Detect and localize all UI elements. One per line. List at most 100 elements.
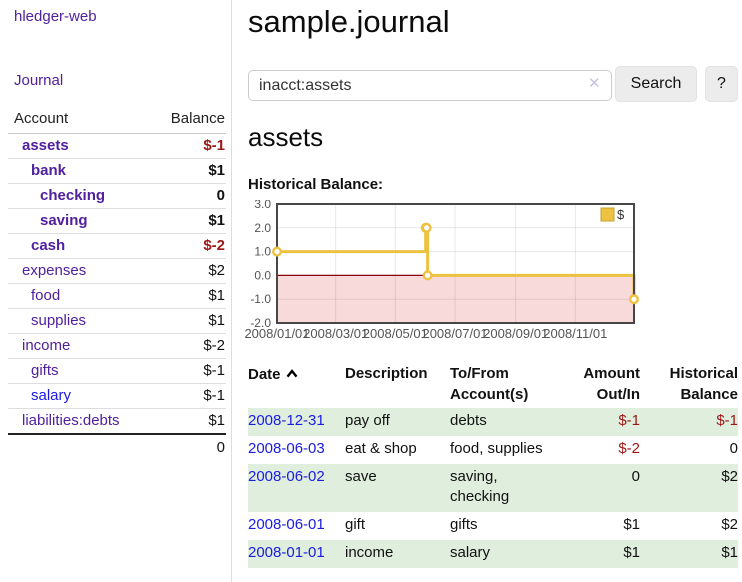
app-brand-link[interactable]: hledger-web [14,8,97,25]
transaction-date-link[interactable]: 2008-12-31 [248,412,325,430]
register-header-accounts: To/From Account(s) [450,365,529,403]
sort-ascending-icon [286,364,298,385]
transaction-balance: $-1 [716,412,738,430]
account-balance: $-2 [138,233,226,259]
historical-balance-chart: $3.0 2.0 1.0 0.0 -1.0 -2.0 2008/01/01 2008/03/0… [240,197,742,348]
accounts-total-row: 0 [8,433,226,460]
account-balance: $2 [138,258,226,284]
account-row: expenses $2 [8,258,226,284]
account-link[interactable]: liabilities:debts [22,412,120,429]
account-link[interactable]: cash [31,237,66,254]
svg-text:2008/11/01: 2008/11/01 [543,326,607,341]
account-row: salary $-1 [8,383,226,409]
account-balance: $-1 [138,133,226,159]
transaction-accounts: food, supplies [450,440,543,458]
page-title: sample.journal [248,4,450,39]
account-row: food $1 [8,283,226,309]
register-row: 2008-06-01 gift gifts $1 $2 [248,512,738,540]
account-balance: $1 [138,408,226,435]
account-link[interactable]: saving [40,212,88,229]
transaction-amount: $-2 [618,440,640,458]
transaction-date-link[interactable]: 2008-06-02 [248,467,325,485]
account-row: supplies $1 [8,308,226,334]
register-table: Date Description To/From Account(s) Amou… [248,362,738,568]
search-button[interactable]: Search [615,66,697,102]
svg-text:0.0: 0.0 [254,268,271,282]
account-balance: $-1 [138,383,226,409]
transaction-balance: 0 [729,440,738,458]
transaction-accounts: salary [450,543,491,561]
sidebar: hledger-web Journal Account Balance asse… [0,0,232,582]
account-link[interactable]: income [22,337,71,354]
chart-title: Historical Balance: [248,176,384,193]
account-balance: $1 [138,283,226,309]
account-link[interactable]: supplies [31,312,87,329]
transaction-accounts: debts [450,412,487,430]
svg-text:-2.0: -2.0 [250,316,271,330]
accounts-total-value: 0 [138,433,226,460]
account-link[interactable]: expenses [22,262,87,279]
accounts-table: Account Balance assets $-1 bank $1 checking 0… [8,106,226,460]
svg-text:$: $ [617,207,625,222]
register-header-amount: Amount Out/In [583,365,640,403]
account-link[interactable]: assets [22,137,69,154]
account-link[interactable]: bank [31,162,67,179]
svg-text:-1.0: -1.0 [250,292,271,306]
transaction-description: save [345,467,377,485]
accounts-tbody: assets $-1 bank $1 checking 0 saving $1 cash $-2 e… [8,133,226,435]
chart-canvas: $3.0 2.0 1.0 0.0 -1.0 -2.02008/01/012008/03/0… [244,197,640,341]
svg-text:1.0: 1.0 [254,245,271,259]
transaction-amount: 0 [631,467,640,485]
transaction-balance: $1 [721,543,738,561]
account-link[interactable]: checking [40,187,106,204]
svg-text:2008/05/01: 2008/05/01 [363,326,428,341]
transaction-amount: $1 [623,543,640,561]
svg-text:3.0: 3.0 [254,200,271,211]
transaction-balance: $2 [721,516,738,534]
account-row: income $-2 [8,333,226,359]
account-title: assets [248,122,324,152]
account-row: liabilities:debts $1 [8,408,226,435]
transaction-date-link[interactable]: 2008-01-01 [248,543,325,561]
svg-text:2.0: 2.0 [254,221,271,235]
sidebar-item-journal[interactable]: Journal [14,72,64,89]
account-balance: $1 [138,308,226,334]
transaction-accounts: gifts [450,516,478,534]
account-row: checking 0 [8,183,226,209]
svg-text:2008/09/01: 2008/09/01 [483,326,548,341]
register-tbody: 2008-12-31 pay off debts $-1 $-1 2008-06-03 ea… [248,408,738,568]
register-row: 2008-06-03 eat & shop food, supplies $-2 0 [248,436,738,464]
accounts-header-account: Account [8,106,138,134]
register-header-balance: Historical Balance [669,365,738,403]
account-row: assets $-1 [8,133,226,159]
register-row: 2008-06-02 save saving, checking 0 $2 [248,463,738,513]
account-row: gifts $-1 [8,358,226,384]
transaction-date-link[interactable]: 2008-06-01 [248,516,325,534]
account-link[interactable]: salary [31,387,72,404]
svg-text:2008/01/01: 2008/01/01 [244,326,309,341]
svg-text:2008/07/01: 2008/07/01 [422,326,487,341]
account-balance: $1 [138,158,226,184]
transaction-date-link[interactable]: 2008-06-03 [248,440,325,458]
register-row: 2008-01-01 income salary $1 $1 [248,539,738,568]
search-input[interactable] [248,70,612,101]
register-row: 2008-12-31 pay off debts $-1 $-1 [248,408,738,437]
accounts-header-balance: Balance [138,106,226,134]
clear-search-icon[interactable]: ✕ [588,75,601,92]
register-header-description: Description [345,365,428,382]
account-link[interactable]: gifts [31,362,59,379]
transaction-description: income [345,543,394,561]
transaction-amount: $1 [623,516,640,534]
transaction-description: gift [345,516,366,534]
svg-text:2008/03/01: 2008/03/01 [303,326,368,341]
transaction-accounts: saving, checking [450,467,510,506]
register-header-date[interactable]: Date [248,362,345,408]
account-link[interactable]: food [31,287,61,304]
help-button[interactable]: ? [705,66,738,102]
transaction-description: pay off [345,412,390,430]
account-balance: $-2 [138,333,226,359]
account-balance: 0 [138,183,226,209]
account-row: saving $1 [8,208,226,234]
account-row: cash $-2 [8,233,226,259]
transaction-balance: $2 [721,467,738,485]
